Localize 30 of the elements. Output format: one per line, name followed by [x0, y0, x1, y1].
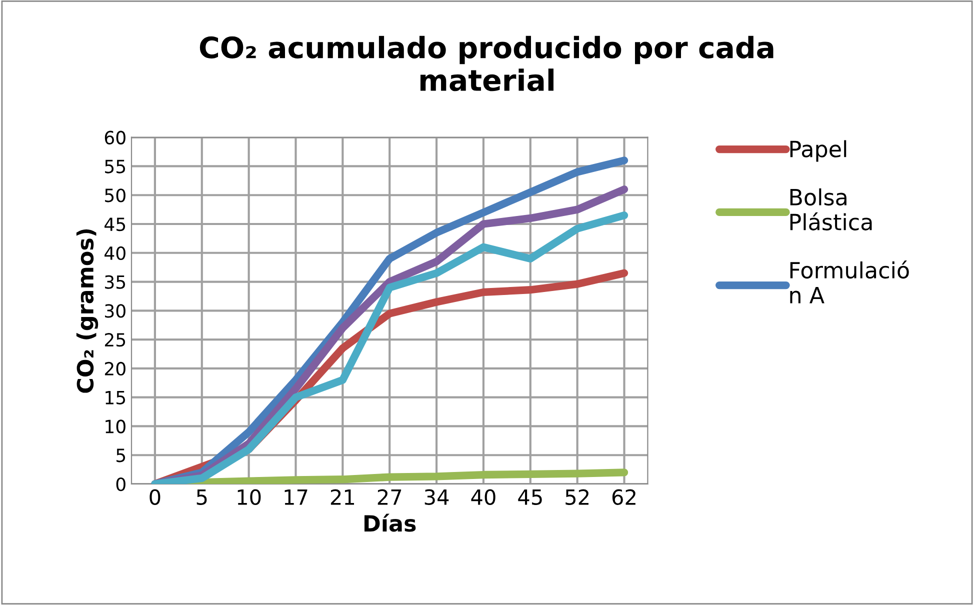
y-tick-label: 30	[105, 304, 126, 318]
x-tick-label: 10	[238, 489, 261, 505]
x-axis-title: Días	[364, 514, 416, 532]
y-tick-label: 40	[104, 246, 126, 260]
x-tick-label: 62	[612, 489, 636, 505]
legend-label: Bolsa Plástica	[790, 188, 872, 230]
y-tick-label: 0	[116, 477, 126, 492]
x-tick-label: 5	[196, 490, 207, 505]
y-tick-label: 50	[105, 188, 126, 202]
y-tick-label: 15	[106, 391, 126, 404]
y-tick-label: 10	[106, 420, 126, 434]
x-tick-label: 0	[150, 489, 160, 505]
x-tick-label: 40	[471, 489, 496, 505]
y-tick-label: 5	[116, 448, 126, 462]
chart-title: CO₂ acumulado producido por cada material	[200, 36, 774, 92]
legend-label: Papel	[790, 140, 846, 162]
y-tick-label: 60	[104, 130, 126, 144]
x-tick-label: 17	[284, 490, 308, 505]
x-tick-label: 34	[424, 489, 449, 505]
y-tick-label: 45	[104, 218, 126, 232]
x-tick-label: 52	[566, 489, 588, 505]
y-tick-label: 20	[104, 362, 126, 376]
x-tick-label: 27	[378, 489, 402, 505]
y-tick-label: 35	[105, 275, 126, 289]
x-tick-label: 21	[330, 489, 354, 505]
y-axis-title: CO₂ (gramos)	[76, 229, 98, 393]
y-tick-label: 55	[105, 160, 126, 174]
y-tick-label: 25	[104, 333, 126, 347]
x-tick-label: 45	[518, 490, 542, 505]
legend-label: Formulació n A	[790, 260, 909, 304]
